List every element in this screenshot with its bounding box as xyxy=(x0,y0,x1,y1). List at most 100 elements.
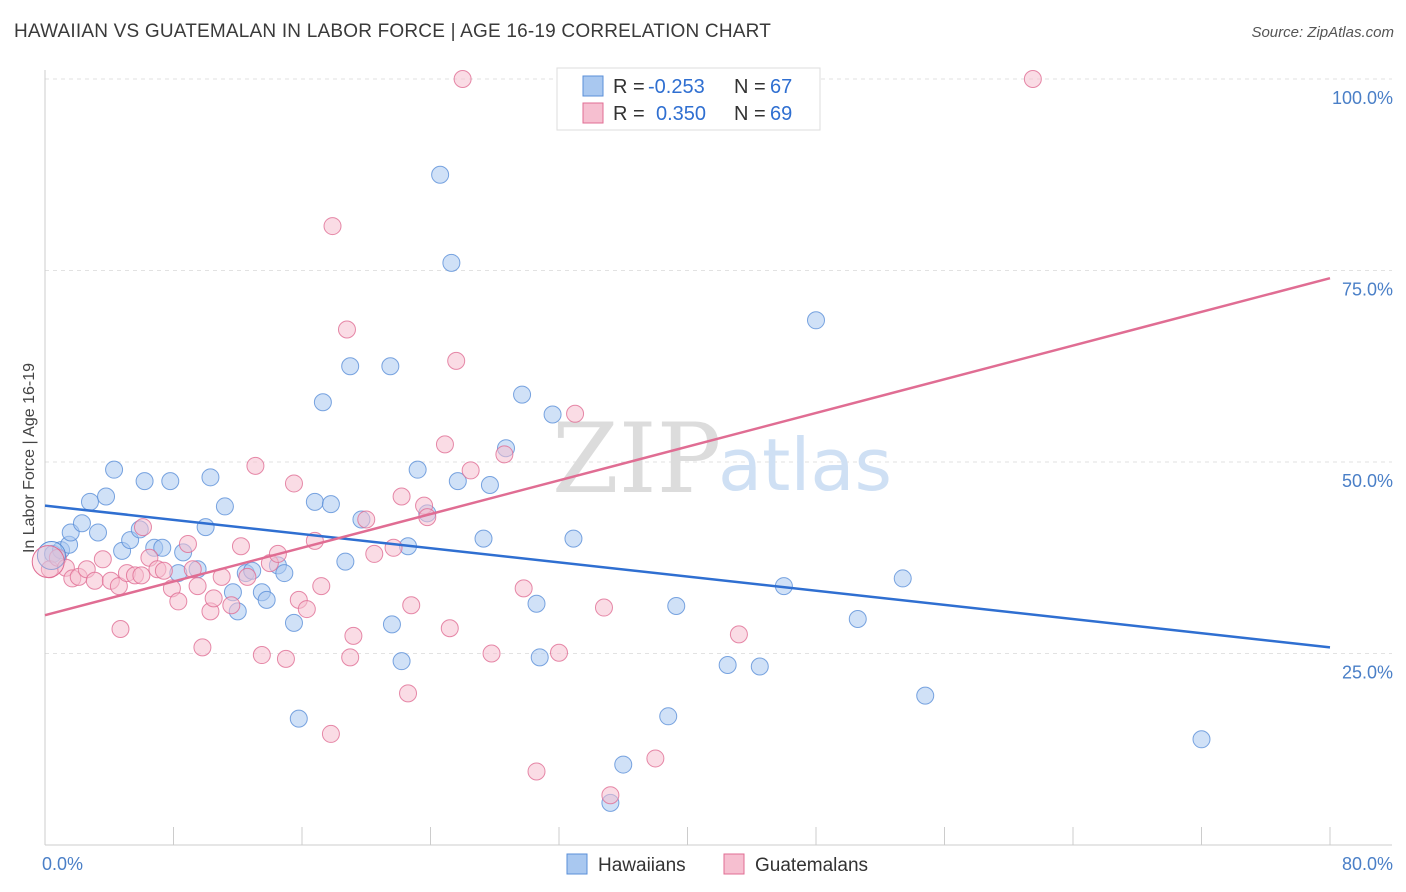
hawaiians-point-7 xyxy=(97,487,116,506)
guatemalans-point-47 xyxy=(384,538,403,557)
legend-swatch-hawaiians xyxy=(582,75,604,97)
hawaiians-point-5 xyxy=(80,492,99,511)
hawaiians-point-21 xyxy=(215,497,234,516)
legend-n-label-guatemalans: N = xyxy=(734,103,766,125)
guatemalans-point-54 xyxy=(440,619,459,638)
y-tick-label-3: 100.0% xyxy=(1332,88,1393,108)
legend-n-label-hawaiians: N = xyxy=(734,76,766,98)
guatemalans-point-10 xyxy=(111,619,130,638)
hawaiians-cluster-point xyxy=(36,540,66,570)
guatemalans-point-35 xyxy=(284,474,303,493)
guatemalans-point-27 xyxy=(222,596,241,615)
guatemalans-point-19 xyxy=(169,592,188,611)
hawaiians-point-66 xyxy=(1192,730,1211,749)
legend-r-value-hawaiians: -0.253 xyxy=(648,76,705,98)
bottom-legend-label-hawaiians: Hawaiians xyxy=(598,855,686,876)
trend-lines xyxy=(44,276,1331,649)
guatemalans-point-66 xyxy=(646,749,665,768)
guatemalans-point-60 xyxy=(514,579,533,598)
guatemalans-point-41 xyxy=(323,217,342,236)
hawaiians-point-29 xyxy=(275,564,294,583)
hawaiians-point-20 xyxy=(201,468,220,487)
hawaiians-point-60 xyxy=(750,657,769,676)
hawaiians-point-47 xyxy=(474,529,493,548)
hawaiians-point-4 xyxy=(72,514,91,533)
guatemalans-point-20 xyxy=(178,534,197,553)
hawaiians-point-51 xyxy=(527,594,546,613)
hawaiians-point-54 xyxy=(564,529,583,548)
guatemalans-point-40 xyxy=(321,724,340,743)
y-tick-label-1: 50.0% xyxy=(1342,471,1393,491)
guatemalans-point-53 xyxy=(435,435,454,454)
x-tick-label-1: 80.0% xyxy=(1342,854,1393,874)
x-tick-labels: 0.0% 80.0% xyxy=(42,854,1393,874)
guatemalans-point-43 xyxy=(341,648,360,667)
hawaiians-point-50 xyxy=(513,385,532,404)
guatemalans-point-34 xyxy=(276,649,295,668)
x-tick-label-0: 0.0% xyxy=(42,854,83,874)
y-tick-labels: 25.0% 50.0% 75.0% 100.0% xyxy=(1332,88,1393,683)
legend-r-label-guatemalans: R = xyxy=(613,103,645,125)
guatemalans-point-13 xyxy=(132,566,151,585)
guatemalans-point-21 xyxy=(183,560,202,579)
guatemalans-point-29 xyxy=(238,567,257,586)
guatemalans-point-63 xyxy=(566,404,585,423)
hawaiians-point-15 xyxy=(161,472,180,491)
data-points xyxy=(31,70,1211,812)
guatemalans-point-62 xyxy=(550,643,568,662)
guatemalans-point-7 xyxy=(93,550,112,569)
y-axis-label: In Labor Force | Age 16-19 xyxy=(21,363,38,553)
guatemalans-trend-line xyxy=(44,276,1331,617)
legend-n-value-hawaiians: 67 xyxy=(770,76,792,98)
guatemalans-point-61 xyxy=(527,762,546,781)
guatemalans-point-56 xyxy=(453,70,472,88)
chart-title: HAWAIIAN VS GUATEMALAN IN LABOR FORCE | … xyxy=(14,21,772,42)
bottom-legend-swatch-guatemalans xyxy=(723,853,745,875)
guatemalans-point-58 xyxy=(482,644,501,663)
guatemalans-point-23 xyxy=(193,638,212,657)
hawaiians-point-33 xyxy=(313,393,332,412)
guatemalans-point-39 xyxy=(312,577,331,596)
hawaiians-point-30 xyxy=(284,613,303,632)
hawaiians-point-8 xyxy=(105,460,124,479)
hawaiians-point-62 xyxy=(807,311,825,330)
hawaiians-point-64 xyxy=(893,569,912,588)
legend-r-value-guatemalans: 0.350 xyxy=(656,103,706,125)
hawaiians-point-39 xyxy=(382,615,401,634)
hawaiians-point-55 xyxy=(614,755,633,774)
legend-n-value-guatemalans: 69 xyxy=(770,103,792,125)
hawaiians-point-40 xyxy=(392,652,411,671)
hawaiians-point-65 xyxy=(916,686,935,705)
guatemalans-point-49 xyxy=(399,684,418,703)
hawaiians-point-12 xyxy=(135,472,154,491)
hawaiians-point-31 xyxy=(289,709,308,728)
guatemalans-point-46 xyxy=(365,544,384,563)
stats-legend: R = -0.253 N = 67 R = 0.350 N = 69 xyxy=(556,67,821,131)
guatemalans-point-64 xyxy=(594,598,613,617)
legend-swatch-guatemalans xyxy=(582,102,604,124)
bottom-legend-label-guatemalans: Guatemalans xyxy=(755,855,868,876)
guatemalans-point-67 xyxy=(729,625,748,644)
hawaiians-point-48 xyxy=(480,475,499,494)
guatemalans-point-25 xyxy=(204,589,223,608)
guatemalans-point-50 xyxy=(402,596,421,615)
hawaiians-point-32 xyxy=(305,492,324,511)
legend-r-label-hawaiians: R = xyxy=(613,76,645,98)
guatemalans-point-31 xyxy=(252,646,271,665)
hawaiians-point-63 xyxy=(848,610,867,629)
hawaiians-point-6 xyxy=(89,523,108,542)
hawaiians-point-59 xyxy=(718,655,737,674)
series-legend: Hawaiians Guatemalans xyxy=(566,853,868,876)
hawaiians-point-46 xyxy=(448,472,467,491)
hawaiians-point-38 xyxy=(381,357,400,376)
guatemalans-point-37 xyxy=(297,600,316,619)
guatemalans-point-65 xyxy=(601,786,620,805)
guatemalans-point-68 xyxy=(1023,70,1042,88)
guatemalans-point-57 xyxy=(461,461,480,480)
hawaiians-point-58 xyxy=(667,597,686,616)
guatemalans-point-14 xyxy=(133,518,152,537)
hawaiians-point-36 xyxy=(341,357,360,376)
guatemalans-cluster-point xyxy=(31,545,65,579)
guatemalans-point-30 xyxy=(246,456,265,475)
hawaiians-point-42 xyxy=(408,460,427,479)
